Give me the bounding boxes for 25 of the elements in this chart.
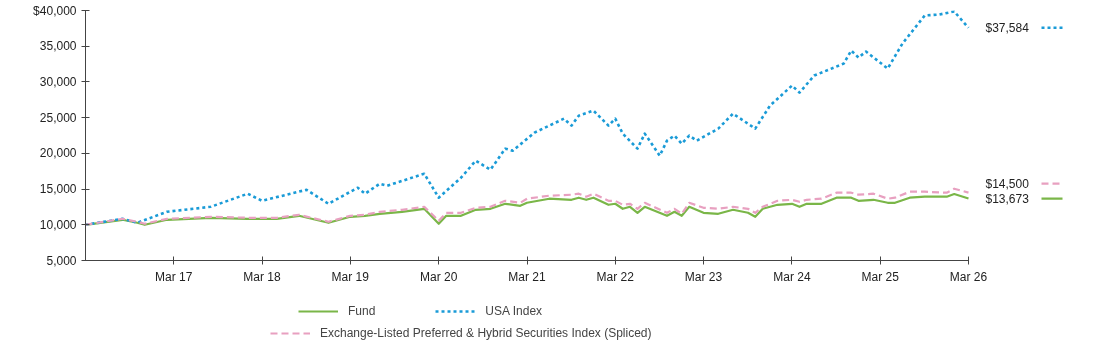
- data-label: $13,673: [985, 191, 1030, 206]
- legend-label: Exchange-Listed Preferred & Hybrid Securities Index (Spliced): [320, 326, 652, 340]
- y-tick-label: 30,000: [39, 74, 77, 89]
- data-label: $14,500: [985, 176, 1030, 191]
- y-tick-label: 10,000: [39, 217, 77, 232]
- y-tick-label: 20,000: [39, 146, 77, 161]
- y-tick-label: $40,000: [33, 3, 77, 18]
- y-tick-label: 25,000: [39, 110, 77, 125]
- x-tick-label: Mar 25: [861, 269, 900, 284]
- y-tick-label: 5,000: [46, 253, 77, 268]
- x-tick-label: Mar 24: [773, 269, 811, 284]
- x-tick-label: Mar 19: [331, 269, 370, 284]
- x-tick-label: Mar 21: [508, 269, 546, 284]
- data-label: $37,584: [985, 20, 1030, 35]
- x-tick-label: Mar 26: [949, 269, 988, 284]
- x-tick-label: Mar 22: [596, 269, 635, 284]
- y-tick-label: 35,000: [39, 39, 77, 54]
- x-tick-label: Mar 18: [243, 269, 281, 284]
- x-tick-label: Mar 23: [684, 269, 723, 284]
- x-tick-label: Mar 20: [420, 269, 458, 284]
- x-tick-label: Mar 17: [155, 269, 193, 284]
- y-tick-label: 15,000: [39, 182, 77, 197]
- legend-label: Fund: [348, 304, 376, 318]
- legend-label: USA Index: [485, 304, 543, 318]
- line-series: [85, 10, 970, 227]
